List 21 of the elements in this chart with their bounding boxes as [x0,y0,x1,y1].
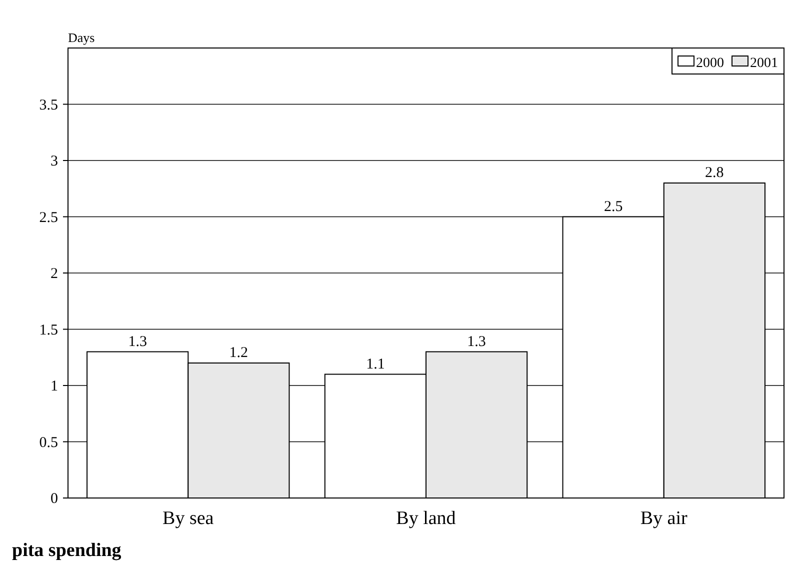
legend-label: 2000 [696,56,724,71]
x-tick-label: By air [640,508,688,529]
data-label: 2.8 [705,165,724,181]
data-label: 2.5 [604,198,623,215]
y-tick-label: 3 [50,154,58,170]
data-label: 1.2 [229,345,248,361]
y-tick-label: 1 [50,378,58,394]
y-tick-label: 1.5 [39,322,58,338]
x-tick-label: By land [396,508,456,529]
y-tick-label: 2.5 [39,210,58,226]
data-label: 1.3 [467,334,486,350]
data-label: 1.1 [366,356,385,372]
y-axis-title: Days [68,30,95,45]
y-tick-label: 3.5 [39,97,58,114]
text: pita spending [12,540,122,561]
y-tick-label: 0 [50,491,58,507]
legend-label: 2001 [750,56,778,71]
y-tick-label: 0.5 [39,434,58,451]
y-tick-label: 2 [50,266,58,282]
data-label: 1.3 [128,334,147,350]
x-tick-label: By sea [162,508,214,529]
